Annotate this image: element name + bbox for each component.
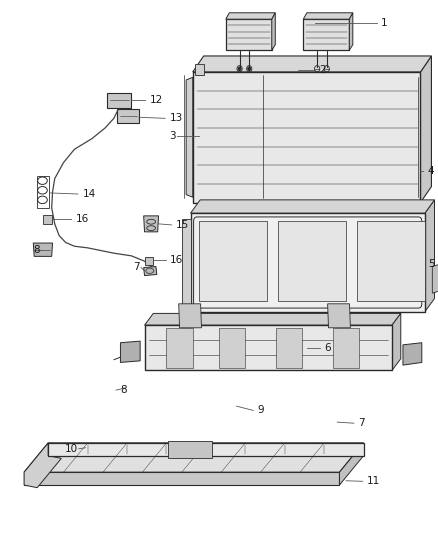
Polygon shape xyxy=(24,443,61,488)
Text: 5: 5 xyxy=(428,259,435,269)
Polygon shape xyxy=(425,200,434,312)
Polygon shape xyxy=(166,328,193,368)
Polygon shape xyxy=(272,13,275,50)
Polygon shape xyxy=(328,304,350,328)
Text: 8: 8 xyxy=(33,245,39,255)
Polygon shape xyxy=(303,19,350,50)
Polygon shape xyxy=(168,441,212,458)
Polygon shape xyxy=(199,221,267,301)
Text: 7: 7 xyxy=(133,262,140,272)
Polygon shape xyxy=(107,93,131,108)
Polygon shape xyxy=(145,257,153,265)
Text: 9: 9 xyxy=(258,406,264,415)
Text: 3: 3 xyxy=(170,131,176,141)
Text: 12: 12 xyxy=(150,95,163,105)
Circle shape xyxy=(248,67,251,70)
Polygon shape xyxy=(392,313,401,370)
Polygon shape xyxy=(191,213,425,312)
Text: 10: 10 xyxy=(64,444,78,454)
Polygon shape xyxy=(333,328,359,368)
Polygon shape xyxy=(117,109,139,123)
Polygon shape xyxy=(226,19,272,50)
Text: 6: 6 xyxy=(324,343,331,352)
Text: 15: 15 xyxy=(176,220,189,230)
Circle shape xyxy=(238,67,241,70)
Polygon shape xyxy=(357,221,425,301)
Text: 11: 11 xyxy=(367,477,380,486)
Polygon shape xyxy=(179,304,201,328)
Text: 8: 8 xyxy=(120,385,127,395)
Polygon shape xyxy=(186,77,193,197)
Polygon shape xyxy=(403,343,422,365)
Text: 14: 14 xyxy=(82,189,95,199)
Polygon shape xyxy=(303,13,353,19)
Polygon shape xyxy=(350,13,353,50)
Polygon shape xyxy=(420,56,431,203)
Polygon shape xyxy=(144,216,159,232)
Polygon shape xyxy=(182,219,191,306)
Text: 13: 13 xyxy=(170,114,183,123)
Polygon shape xyxy=(339,443,364,485)
Polygon shape xyxy=(145,325,392,370)
Text: 2: 2 xyxy=(320,66,326,75)
Polygon shape xyxy=(193,56,431,72)
Polygon shape xyxy=(219,328,245,368)
Polygon shape xyxy=(432,264,438,293)
Polygon shape xyxy=(226,13,275,19)
Polygon shape xyxy=(144,266,157,276)
Text: 16: 16 xyxy=(170,255,183,265)
Polygon shape xyxy=(43,215,52,224)
Text: 4: 4 xyxy=(427,166,434,175)
Polygon shape xyxy=(33,243,53,256)
Polygon shape xyxy=(48,443,364,456)
Polygon shape xyxy=(24,472,339,485)
Text: 16: 16 xyxy=(76,214,89,223)
Polygon shape xyxy=(191,200,434,213)
Text: 1: 1 xyxy=(381,18,388,28)
Polygon shape xyxy=(276,328,302,368)
Polygon shape xyxy=(193,72,420,203)
Polygon shape xyxy=(278,221,346,301)
Polygon shape xyxy=(195,64,204,75)
Polygon shape xyxy=(145,313,401,325)
Polygon shape xyxy=(24,443,364,472)
Text: 7: 7 xyxy=(358,418,365,428)
Polygon shape xyxy=(120,341,140,362)
